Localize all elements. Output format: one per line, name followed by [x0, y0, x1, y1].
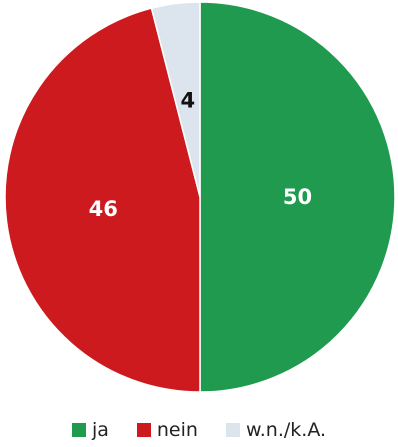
legend-item: w.n./k.A. — [225, 419, 327, 441]
pie-slice-ja — [199, 1, 396, 393]
legend-item: nein — [136, 419, 198, 441]
legend-item: ja — [71, 419, 109, 441]
pie-data-labels: 50 46 4 — [89, 88, 312, 221]
pie-slice-nein — [4, 7, 201, 393]
legend: ja nein w.n./k.A. — [0, 416, 398, 444]
pie-slices — [4, 1, 396, 393]
pie-slice-w-n-k-a — [150, 1, 201, 198]
data-label-nein: 46 — [89, 197, 118, 221]
legend-swatch — [71, 423, 86, 437]
legend-swatch — [225, 423, 240, 437]
legend-swatch — [136, 423, 151, 437]
legend-label: w.n./k.A. — [245, 419, 327, 441]
pie-chart: 50 46 4 — [4, 1, 396, 393]
legend-label: nein — [156, 419, 198, 441]
legend-label: ja — [91, 419, 109, 441]
data-label-w-n-k-a: 4 — [180, 88, 195, 112]
data-label-ja: 50 — [283, 185, 312, 209]
